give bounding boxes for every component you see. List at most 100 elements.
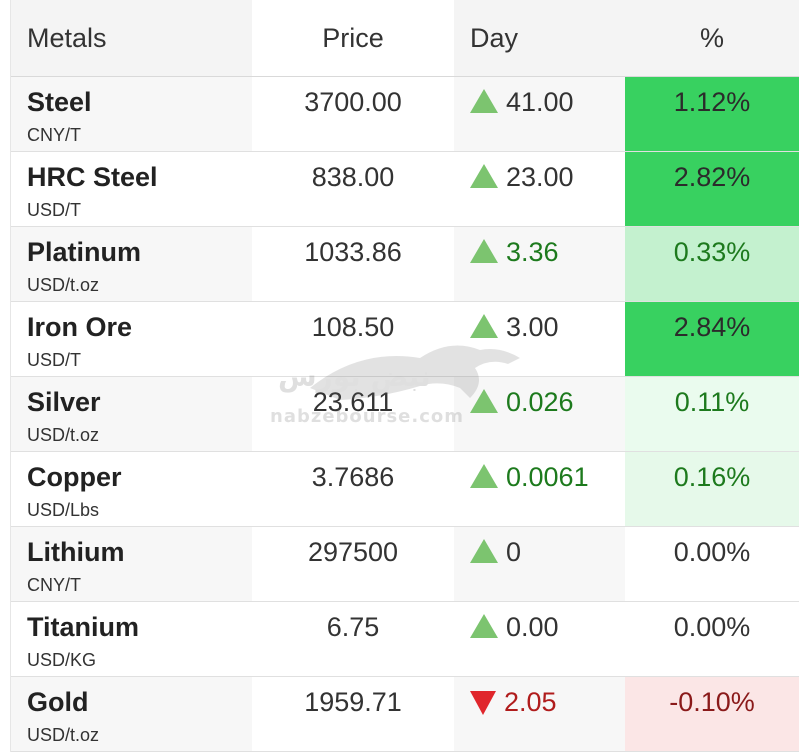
price-value: 1959.71 [304,687,402,717]
percent-cell: 0.16% [625,452,799,526]
metal-name: Iron Ore [27,312,133,342]
triangle-up-icon [470,538,498,563]
day-change-value: 0.0061 [506,462,589,492]
metal-unit: USD/T [27,350,81,370]
table-row[interactable]: Iron Ore USD/T 108.50 3.00 2.84% [11,302,799,377]
metal-name: Lithium [27,537,125,567]
percent-change-value: 2.82% [673,162,751,192]
metal-name: Steel [27,87,92,117]
metal-cell: Iron Ore USD/T [11,302,252,376]
day-cell: 3.36 [454,227,625,301]
price-cell: 1959.71 [252,677,454,751]
percent-cell: 0.00% [625,602,799,676]
metals-table: Metals Price Day % Steel CNY/T 3700.00 41.0… [10,0,799,752]
percent-change-value: 2.84% [673,312,751,342]
metal-cell: HRC Steel USD/T [11,152,252,226]
metal-cell: Steel CNY/T [11,77,252,151]
price-cell: 3.7686 [252,452,454,526]
table-row[interactable]: Platinum USD/t.oz 1033.86 3.36 0.33% [11,227,799,302]
percent-cell: 2.84% [625,302,799,376]
percent-cell: 1.12% [625,77,799,151]
triangle-up-icon [470,613,498,638]
day-change-value: 2.05 [504,687,557,717]
price-value: 6.75 [326,612,380,642]
metal-unit: USD/T [27,200,81,220]
metal-unit: USD/t.oz [27,425,100,445]
day-change-value: 0.026 [506,387,574,417]
metal-name: Titanium [27,612,140,642]
day-cell: 2.05 [454,677,625,751]
metal-cell: Titanium USD/KG [11,602,252,676]
metal-name: Gold [27,687,89,717]
price-value: 23.611 [312,387,394,417]
day-cell: 0.026 [454,377,625,451]
table-row[interactable]: Copper USD/Lbs 3.7686 0.0061 0.16% [11,452,799,527]
header-day[interactable]: Day [470,23,519,53]
metal-name: HRC Steel [27,162,158,192]
header-percent[interactable]: % [699,23,724,53]
price-cell: 1033.86 [252,227,454,301]
metal-unit: CNY/T [27,575,81,595]
day-cell: 0.0061 [454,452,625,526]
triangle-up-icon [470,163,498,188]
triangle-down-icon [470,690,496,715]
header-metals[interactable]: Metals [27,23,107,53]
table-row[interactable]: Steel CNY/T 3700.00 41.00 1.12% [11,77,799,152]
table-row[interactable]: HRC Steel USD/T 838.00 23.00 2.82% [11,152,799,227]
metal-name: Silver [27,387,101,417]
triangle-up-icon [470,88,498,113]
price-cell: 3700.00 [252,77,454,151]
metal-cell: Copper USD/Lbs [11,452,252,526]
price-value: 108.50 [311,312,395,342]
percent-cell: 0.00% [625,527,799,601]
metal-unit: USD/t.oz [27,275,100,295]
triangle-up-icon [470,313,498,338]
percent-change-value: -0.10% [669,687,755,717]
price-value: 297500 [307,537,399,567]
price-value: 3700.00 [304,87,402,117]
price-value: 838.00 [311,162,395,192]
table-row[interactable]: Gold USD/t.oz 1959.71 2.05 -0.10% [11,677,799,752]
percent-change-value: 0.11% [674,387,750,417]
percent-change-value: 0.33% [673,237,751,267]
triangle-up-icon [470,463,498,488]
day-change-value: 3.00 [506,312,559,342]
header-price[interactable]: Price [252,0,454,76]
day-cell: 3.00 [454,302,625,376]
percent-cell: -0.10% [625,677,799,751]
triangle-up-icon [470,238,498,263]
price-cell: 838.00 [252,152,454,226]
percent-change-value: 0.16% [673,462,751,492]
table-row[interactable]: Lithium CNY/T 297500 0 0.00% [11,527,799,602]
percent-cell: 0.11% [625,377,799,451]
price-value: 3.7686 [311,462,395,492]
metal-name: Copper [27,462,122,492]
metal-unit: CNY/T [27,125,81,145]
metal-cell: Lithium CNY/T [11,527,252,601]
percent-cell: 0.33% [625,227,799,301]
percent-change-value: 1.12% [673,87,751,117]
price-cell: 6.75 [252,602,454,676]
price-value: 1033.86 [304,237,402,267]
day-change-value: 3.36 [506,237,559,267]
metal-unit: USD/Lbs [27,500,100,520]
metal-unit: USD/KG [27,650,97,670]
percent-change-value: 0.00% [673,612,751,642]
price-cell: 108.50 [252,302,454,376]
metal-cell: Gold USD/t.oz [11,677,252,751]
triangle-up-icon [470,388,498,413]
table-row[interactable]: Titanium USD/KG 6.75 0.00 0.00% [11,602,799,677]
table-row[interactable]: Silver USD/t.oz 23.611 0.026 0.11% [11,377,799,452]
price-cell: 23.611 [252,377,454,451]
table-body: Steel CNY/T 3700.00 41.00 1.12% HRC Steel USD/… [11,77,799,752]
metal-name: Platinum [27,237,142,267]
day-change-value: 23.00 [506,162,574,192]
day-change-value: 0 [506,537,522,567]
percent-change-value: 0.00% [673,537,751,567]
table-header: Metals Price Day % [11,0,799,77]
metal-cell: Silver USD/t.oz [11,377,252,451]
day-cell: 23.00 [454,152,625,226]
metal-cell: Platinum USD/t.oz [11,227,252,301]
price-cell: 297500 [252,527,454,601]
day-change-value: 41.00 [506,87,574,117]
